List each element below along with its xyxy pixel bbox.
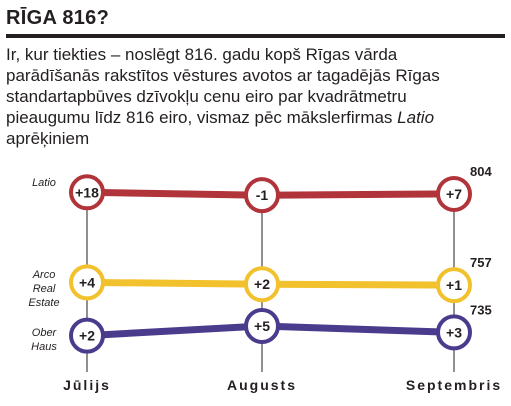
data-point-marker (244, 266, 280, 303)
data-point-label: +4 (79, 274, 95, 290)
data-point-label: +1 (446, 277, 462, 293)
data-point-label: -1 (256, 187, 269, 203)
data-point-marker (244, 177, 280, 214)
data-point-label: +18 (75, 184, 99, 200)
data-point-marker (244, 308, 280, 344)
series-end-value: 735 (470, 302, 492, 317)
intro-paragraph: Ir, kur tiekties – noslēgt 816. gadu kop… (6, 44, 466, 149)
data-point-marker (436, 175, 472, 212)
data-point-marker (69, 264, 105, 301)
data-point-label: +3 (446, 324, 462, 340)
series-end-value: 757 (470, 255, 492, 270)
series-name-label: Ober Haus (31, 327, 57, 353)
x-tick-label: Jūlijs (63, 377, 111, 393)
section-heading: RĪGA 816? (6, 7, 110, 29)
intro-text: Ir, kur tiekties – noslēgt 816. gadu kop… (6, 45, 440, 127)
data-point-marker (436, 267, 472, 304)
intro-text-end: aprēķiniem (6, 129, 90, 148)
series-end-value: 804 (470, 164, 492, 179)
series-name-label: Latio (32, 177, 56, 189)
data-point-label: +7 (446, 186, 462, 202)
data-point-label: +5 (254, 318, 270, 334)
intro-firm-name: Latio (397, 108, 435, 127)
data-point-marker (69, 317, 105, 354)
data-point-marker (69, 174, 105, 211)
data-point-label: +2 (254, 276, 270, 292)
data-point-marker (436, 314, 472, 351)
data-point-label: +2 (79, 328, 95, 344)
x-tick-label: Augusts (227, 377, 297, 393)
x-tick-label: Septembris (406, 377, 502, 393)
heading-rule (6, 34, 505, 38)
series-name-label: Arco Real Estate (28, 269, 59, 309)
